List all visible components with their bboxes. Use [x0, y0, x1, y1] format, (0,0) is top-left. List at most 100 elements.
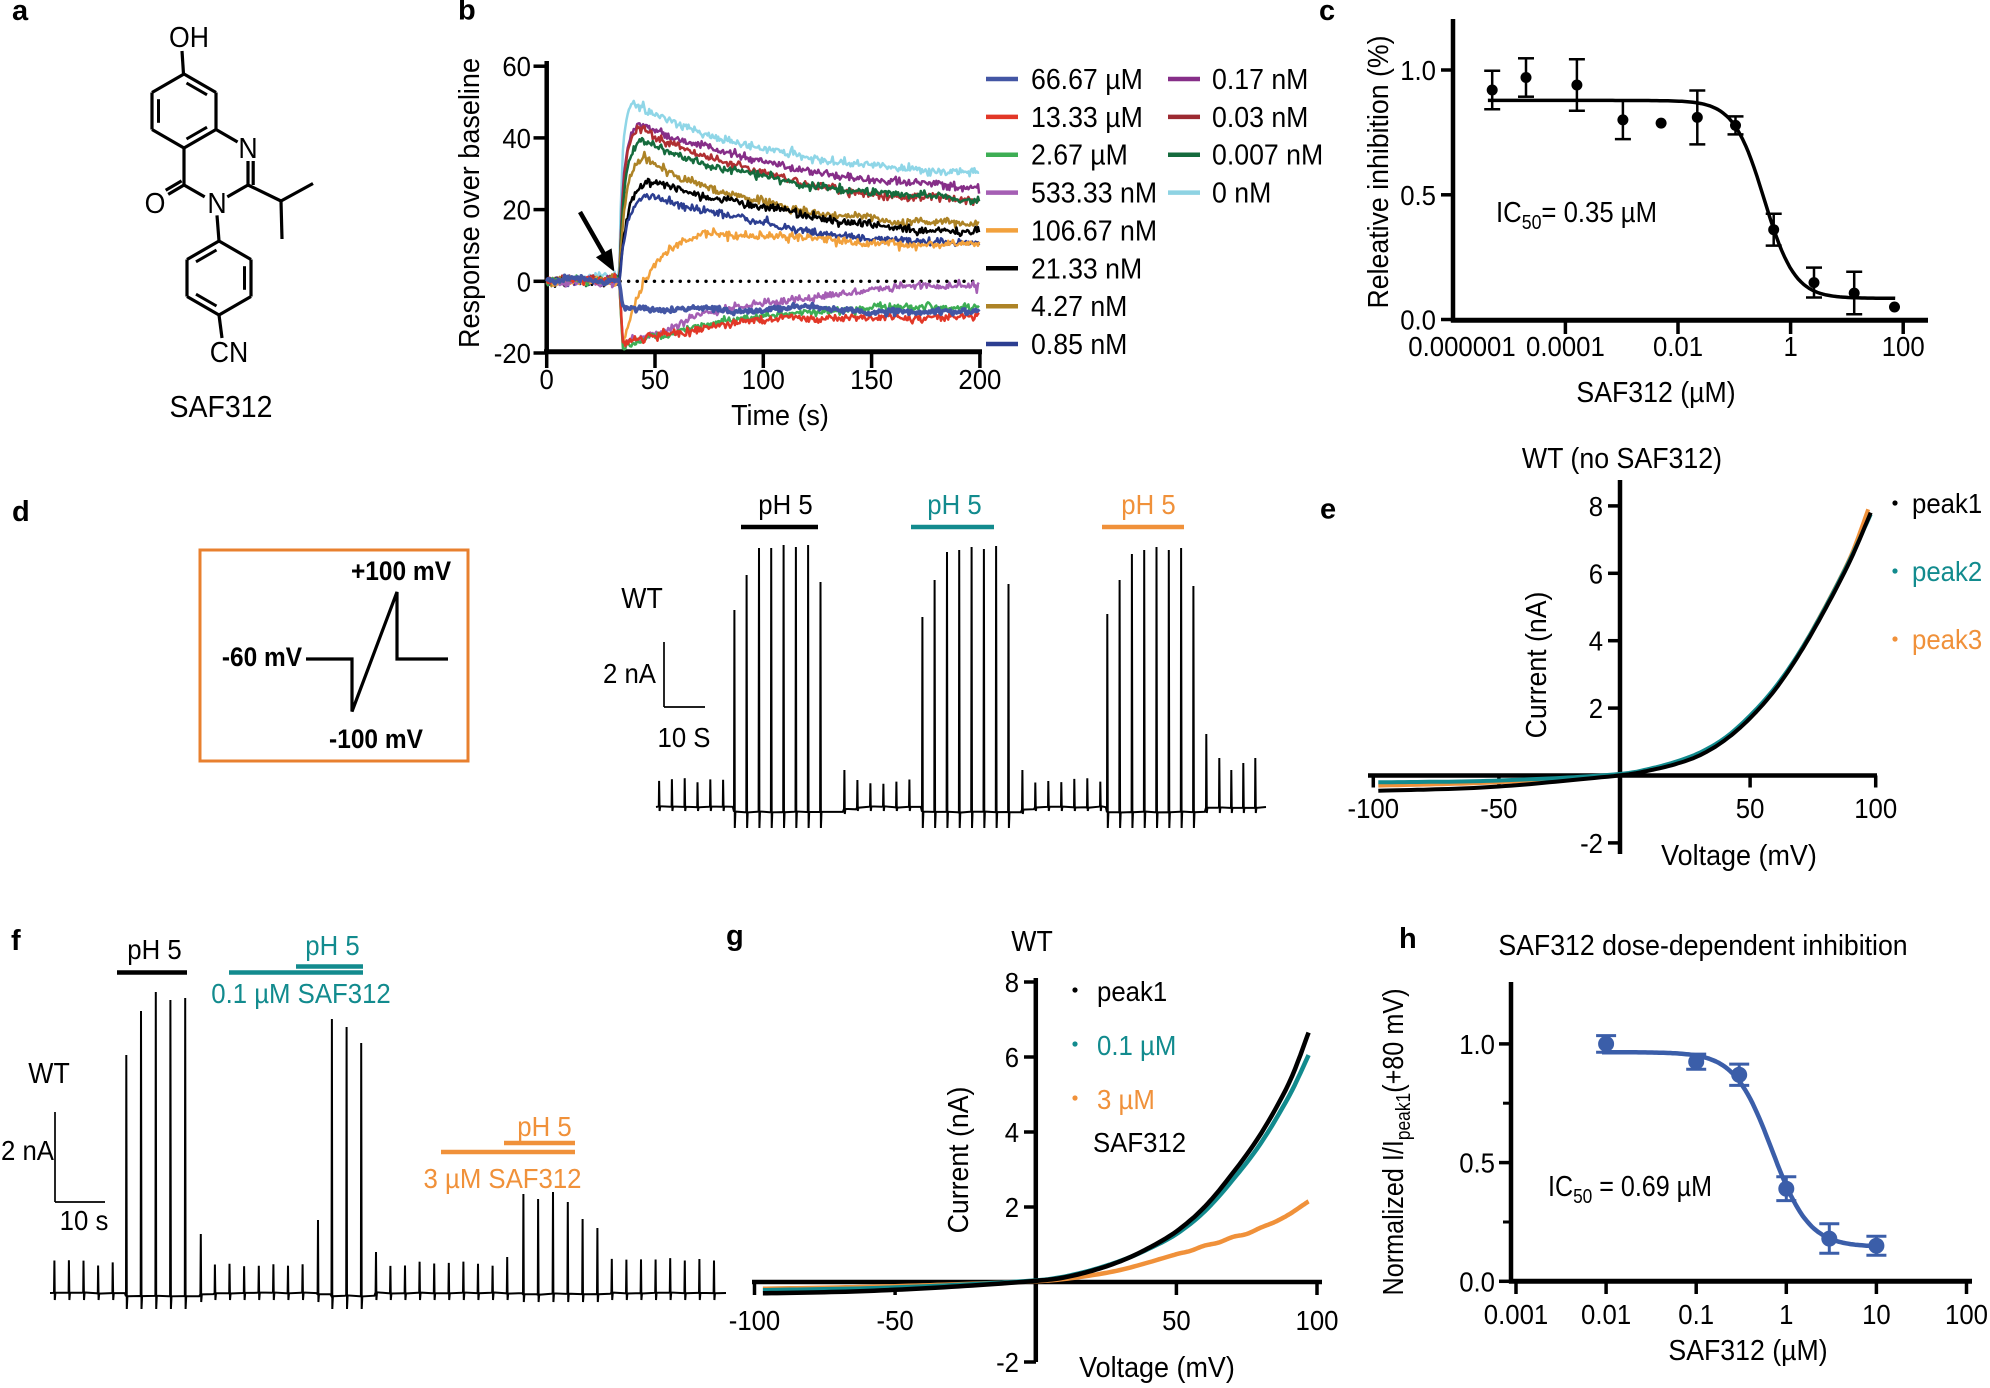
svg-text:N: N: [238, 133, 257, 165]
svg-text:Current (nA): Current (nA): [943, 1087, 975, 1234]
svg-text:0.1: 0.1: [1678, 1299, 1714, 1330]
svg-text:Current (nA): Current (nA): [1521, 592, 1553, 739]
svg-text:-100: -100: [729, 1305, 781, 1336]
svg-text:100: 100: [1945, 1299, 1988, 1330]
svg-text:2 nA: 2 nA: [1, 1135, 54, 1166]
svg-text:100: 100: [1296, 1305, 1339, 1336]
svg-text:3 µM SAF312: 3 µM SAF312: [424, 1163, 582, 1194]
svg-text:2 nA: 2 nA: [603, 658, 656, 689]
svg-text:O: O: [145, 188, 166, 220]
svg-text:3 µM: 3 µM: [1097, 1084, 1155, 1115]
svg-text:50: 50: [1736, 793, 1765, 824]
svg-text:13.33 µM: 13.33 µM: [1031, 102, 1143, 134]
svg-text:200: 200: [958, 364, 1001, 395]
svg-text:b: b: [458, 0, 476, 27]
svg-text:2.67 µM: 2.67 µM: [1031, 140, 1128, 172]
svg-text:SAF312 (µM): SAF312 (µM): [1668, 1335, 1827, 1367]
svg-text:a: a: [12, 0, 29, 27]
svg-text:IC50 = 0.69 µM: IC50 = 0.69 µM: [1548, 1171, 1712, 1208]
svg-text:1: 1: [1779, 1299, 1793, 1330]
svg-text:peak1: peak1: [1912, 488, 1982, 519]
svg-text:SAF312 (µM): SAF312 (µM): [1576, 377, 1735, 409]
svg-text:-20: -20: [494, 338, 531, 369]
svg-text:peak2: peak2: [1912, 556, 1982, 587]
svg-text:peak3: peak3: [1912, 624, 1982, 655]
svg-text:1.0: 1.0: [1400, 55, 1436, 86]
svg-text:Response over baseline: Response over baseline: [454, 58, 486, 348]
svg-text:pH 5: pH 5: [1121, 489, 1175, 520]
svg-text:66.67 µM: 66.67 µM: [1031, 64, 1143, 96]
svg-text:100: 100: [1854, 793, 1897, 824]
svg-text:1.0: 1.0: [1459, 1029, 1495, 1060]
svg-text:0.03 nM: 0.03 nM: [1212, 102, 1308, 134]
svg-text:8: 8: [1589, 491, 1603, 522]
svg-text:0.0001: 0.0001: [1526, 331, 1605, 362]
svg-text:8: 8: [1005, 967, 1019, 998]
svg-text:g: g: [726, 920, 744, 952]
svg-text:0.1 µM SAF312: 0.1 µM SAF312: [211, 978, 391, 1009]
svg-text:-100 mV: -100 mV: [329, 724, 423, 754]
svg-text:IC50= 0.35 µM: IC50= 0.35 µM: [1496, 197, 1657, 234]
svg-text:peak1: peak1: [1097, 976, 1167, 1007]
svg-text:d: d: [12, 496, 30, 528]
svg-text:10 s: 10 s: [60, 1205, 109, 1236]
svg-text:0.0: 0.0: [1459, 1266, 1495, 1297]
svg-text:0.0: 0.0: [1400, 305, 1436, 336]
svg-text:20: 20: [502, 195, 531, 226]
svg-text:10: 10: [1862, 1299, 1891, 1330]
svg-text:0.007 nM: 0.007 nM: [1212, 140, 1323, 172]
svg-text:-2: -2: [1580, 828, 1603, 859]
svg-text:4.27 nM: 4.27 nM: [1031, 291, 1127, 323]
svg-text:50: 50: [1162, 1305, 1191, 1336]
svg-text:0.5: 0.5: [1400, 180, 1436, 211]
svg-text:40: 40: [502, 123, 531, 154]
svg-text:h: h: [1399, 923, 1417, 955]
svg-text:-60 mV: -60 mV: [222, 642, 302, 672]
svg-text:2: 2: [1005, 1192, 1019, 1223]
svg-text:WT (no SAF312): WT (no SAF312): [1522, 443, 1722, 475]
svg-text:100: 100: [1882, 331, 1925, 362]
svg-text:106.67 nM: 106.67 nM: [1031, 215, 1157, 247]
svg-text:CN: CN: [210, 337, 249, 369]
svg-text:0.1 µM: 0.1 µM: [1097, 1030, 1176, 1061]
svg-text:WT: WT: [1011, 926, 1053, 958]
svg-text:0.17 nM: 0.17 nM: [1212, 64, 1308, 96]
svg-text:Releative inhibition (%): Releative inhibition (%): [1363, 36, 1395, 309]
svg-text:0.5: 0.5: [1459, 1148, 1495, 1179]
svg-text:SAF312 dose-dependent inhibiti: SAF312 dose-dependent inhibition: [1498, 930, 1907, 962]
svg-text:100: 100: [742, 364, 785, 395]
svg-text:0 nM: 0 nM: [1212, 178, 1271, 210]
svg-text:0: 0: [517, 266, 531, 297]
svg-text:6: 6: [1589, 558, 1603, 589]
svg-text:c: c: [1319, 0, 1335, 27]
svg-text:0.000001: 0.000001: [1408, 331, 1515, 362]
svg-text:+100 mV: +100 mV: [351, 556, 451, 586]
svg-text:0: 0: [540, 364, 554, 395]
svg-text:-50: -50: [877, 1305, 914, 1336]
svg-text:pH 5: pH 5: [927, 489, 981, 520]
svg-text:Voltage (mV): Voltage (mV): [1661, 840, 1817, 872]
svg-text:pH 5: pH 5: [517, 1111, 571, 1142]
svg-text:4: 4: [1589, 626, 1603, 657]
svg-text:f: f: [11, 925, 21, 957]
svg-text:6: 6: [1005, 1042, 1019, 1073]
svg-text:pH 5: pH 5: [758, 489, 812, 520]
svg-text:-100: -100: [1348, 793, 1400, 824]
svg-text:1: 1: [1783, 331, 1797, 362]
svg-text:Voltage (mV): Voltage (mV): [1079, 1352, 1235, 1383]
svg-text:533.33 nM: 533.33 nM: [1031, 178, 1157, 210]
svg-text:2: 2: [1589, 693, 1603, 724]
svg-text:e: e: [1320, 494, 1336, 526]
svg-text:Normalized I/Ipeak1(+80 mV): Normalized I/Ipeak1(+80 mV): [1378, 989, 1415, 1296]
svg-text:-2: -2: [996, 1347, 1019, 1378]
svg-text:SAF312: SAF312: [1093, 1127, 1186, 1158]
svg-text:pH 5: pH 5: [127, 934, 181, 965]
svg-text:50: 50: [641, 364, 670, 395]
svg-text:-50: -50: [1480, 793, 1517, 824]
svg-text:4: 4: [1005, 1117, 1019, 1148]
svg-text:OH: OH: [169, 22, 209, 54]
svg-text:Time (s): Time (s): [731, 400, 829, 432]
svg-text:N: N: [207, 188, 226, 220]
svg-text:0.85 nM: 0.85 nM: [1031, 329, 1127, 361]
svg-text:0.01: 0.01: [1581, 1299, 1631, 1330]
